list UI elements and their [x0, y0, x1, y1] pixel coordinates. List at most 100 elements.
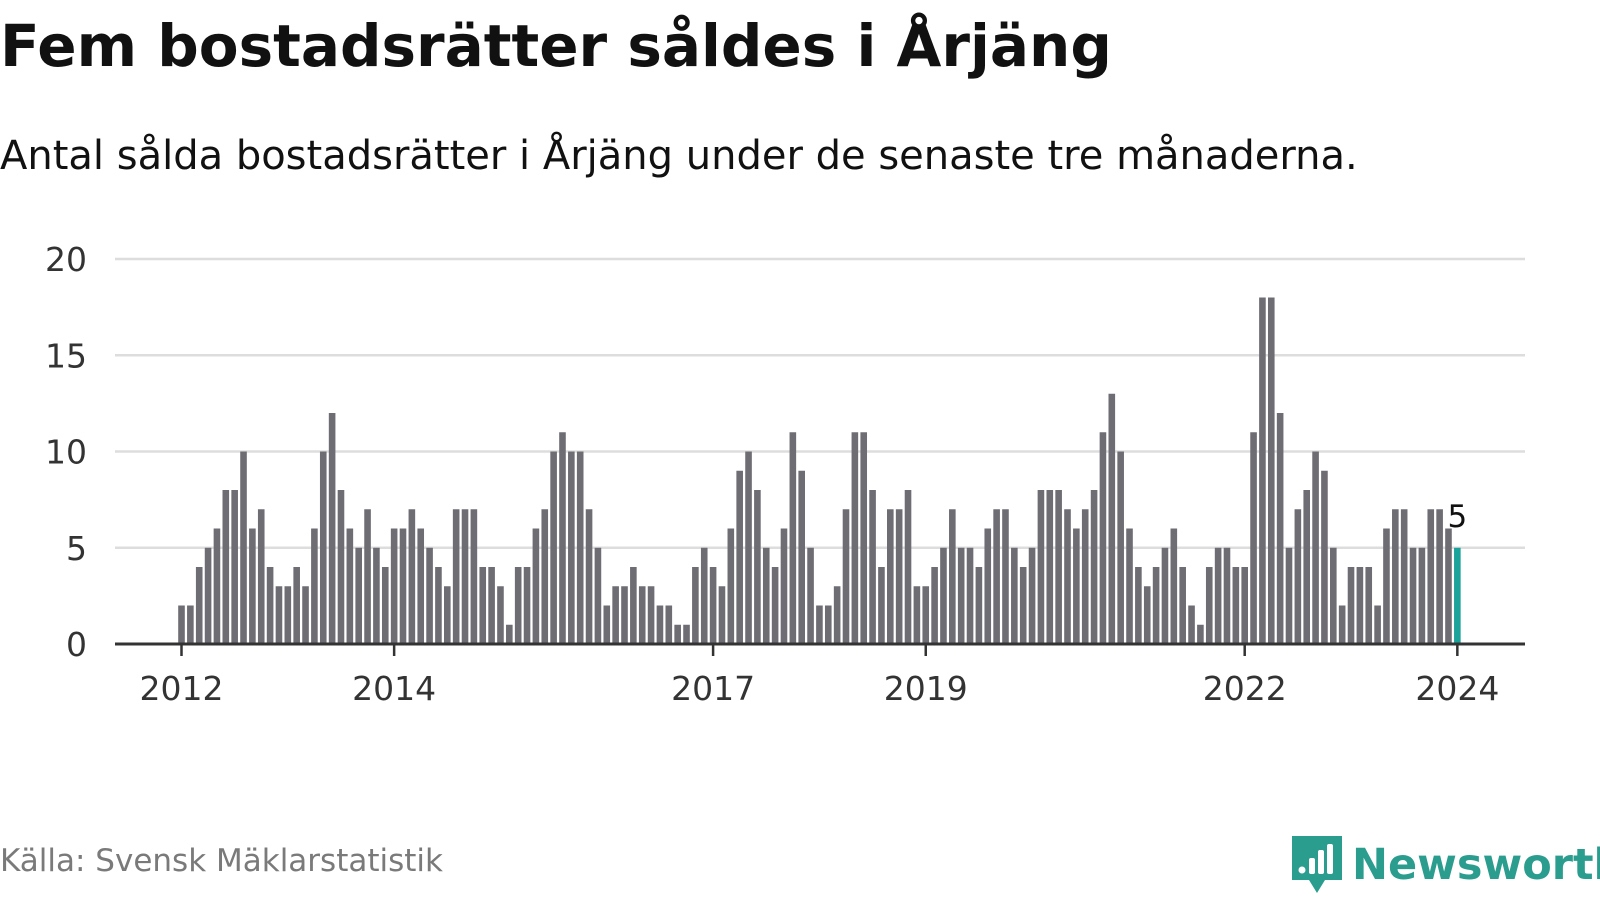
bar: [931, 567, 938, 644]
bar: [381, 567, 389, 644]
bar: [833, 586, 841, 644]
bar: [568, 451, 575, 644]
bar: [736, 470, 743, 644]
bar: [1241, 567, 1248, 644]
bar: [754, 490, 761, 644]
bar: [603, 605, 611, 644]
bar: [700, 547, 708, 644]
bar: [1312, 451, 1319, 644]
bar: [1117, 451, 1124, 644]
bar: [426, 547, 433, 644]
bar: [904, 490, 912, 644]
x-tick-label: 2014: [352, 669, 436, 708]
bar: [1285, 547, 1293, 644]
bar: [1400, 509, 1408, 644]
bar: [204, 547, 212, 644]
bar: [1356, 567, 1364, 644]
bar: [1064, 509, 1071, 644]
x-tick-label: 2022: [1203, 669, 1287, 708]
bar: [585, 509, 593, 644]
y-tick-label: 15: [45, 336, 87, 375]
bar: [328, 413, 336, 644]
bar: [612, 586, 619, 644]
bar: [222, 490, 230, 644]
bar: [1267, 297, 1275, 644]
bars: [178, 297, 1461, 644]
bar: [213, 528, 221, 644]
bar: [887, 509, 894, 644]
bar: [940, 547, 947, 644]
bar: [1205, 567, 1213, 644]
bar: [249, 528, 256, 644]
bar: [1338, 605, 1346, 644]
bar: [284, 586, 292, 644]
bar: [1374, 605, 1381, 644]
bar: [346, 528, 354, 644]
bar: [1126, 528, 1133, 644]
bar: [240, 451, 247, 644]
bar: [293, 567, 300, 644]
brand-logo: Newsworthy: [1292, 836, 1600, 894]
bar: [417, 528, 425, 644]
bar: [630, 567, 637, 644]
bar: [949, 509, 956, 644]
bar: [1347, 567, 1355, 644]
bar: [674, 624, 681, 644]
bar: [913, 586, 921, 644]
bar: [1143, 586, 1151, 644]
bar: [727, 528, 735, 644]
bar: [435, 567, 442, 644]
bar: [559, 432, 566, 644]
bar: [1232, 567, 1240, 644]
bar: [444, 586, 451, 644]
y-tick-label: 0: [66, 625, 87, 664]
bar: [798, 470, 805, 644]
bar: [231, 490, 238, 644]
x-tick-label: 2019: [884, 669, 968, 708]
bar: [1427, 509, 1435, 644]
bar: [1392, 509, 1399, 644]
chart-title: Fem bostadsrätter såldes i Årjäng: [0, 12, 1112, 80]
bar: [1445, 528, 1452, 644]
bar: [1135, 567, 1142, 644]
bar: [762, 547, 770, 644]
bar: [319, 451, 327, 644]
bar: [1294, 509, 1302, 644]
bar: [275, 586, 283, 644]
chart-subtitle: Antal sålda bostadsrätter i Årjäng under…: [0, 133, 1358, 179]
x-axis: [115, 642, 1525, 656]
bar: [771, 567, 779, 644]
bar: [1002, 509, 1009, 644]
bar: [789, 432, 797, 644]
bar: [1081, 509, 1089, 644]
bar: [1090, 490, 1098, 644]
y-tick-label: 10: [45, 433, 87, 472]
bar: [780, 528, 788, 644]
bar: [718, 586, 726, 644]
bar: [532, 528, 540, 644]
y-tick-label: 20: [45, 240, 87, 279]
bar: [1250, 432, 1257, 644]
bar: [257, 509, 265, 644]
x-tick-label: 2012: [140, 669, 224, 708]
bar: [966, 547, 974, 644]
bar: [461, 509, 469, 644]
bar: [851, 432, 859, 644]
bar: [302, 586, 309, 644]
bar: [506, 624, 513, 644]
bar: [1330, 547, 1337, 644]
bar: [576, 451, 584, 644]
bar: [922, 586, 930, 644]
bar: [1276, 413, 1284, 644]
bar: [807, 547, 814, 644]
bar: [1409, 547, 1417, 644]
bar: [1223, 547, 1231, 644]
bar: [1152, 567, 1160, 644]
bar: [1019, 567, 1027, 644]
bar: [683, 624, 690, 644]
bar: [550, 451, 557, 644]
axis-labels: 0 5 10 15 20 2012 2014 2017 2019 2022 2024 5: [45, 240, 1499, 708]
bar: [1037, 490, 1045, 644]
bar: [984, 528, 992, 644]
